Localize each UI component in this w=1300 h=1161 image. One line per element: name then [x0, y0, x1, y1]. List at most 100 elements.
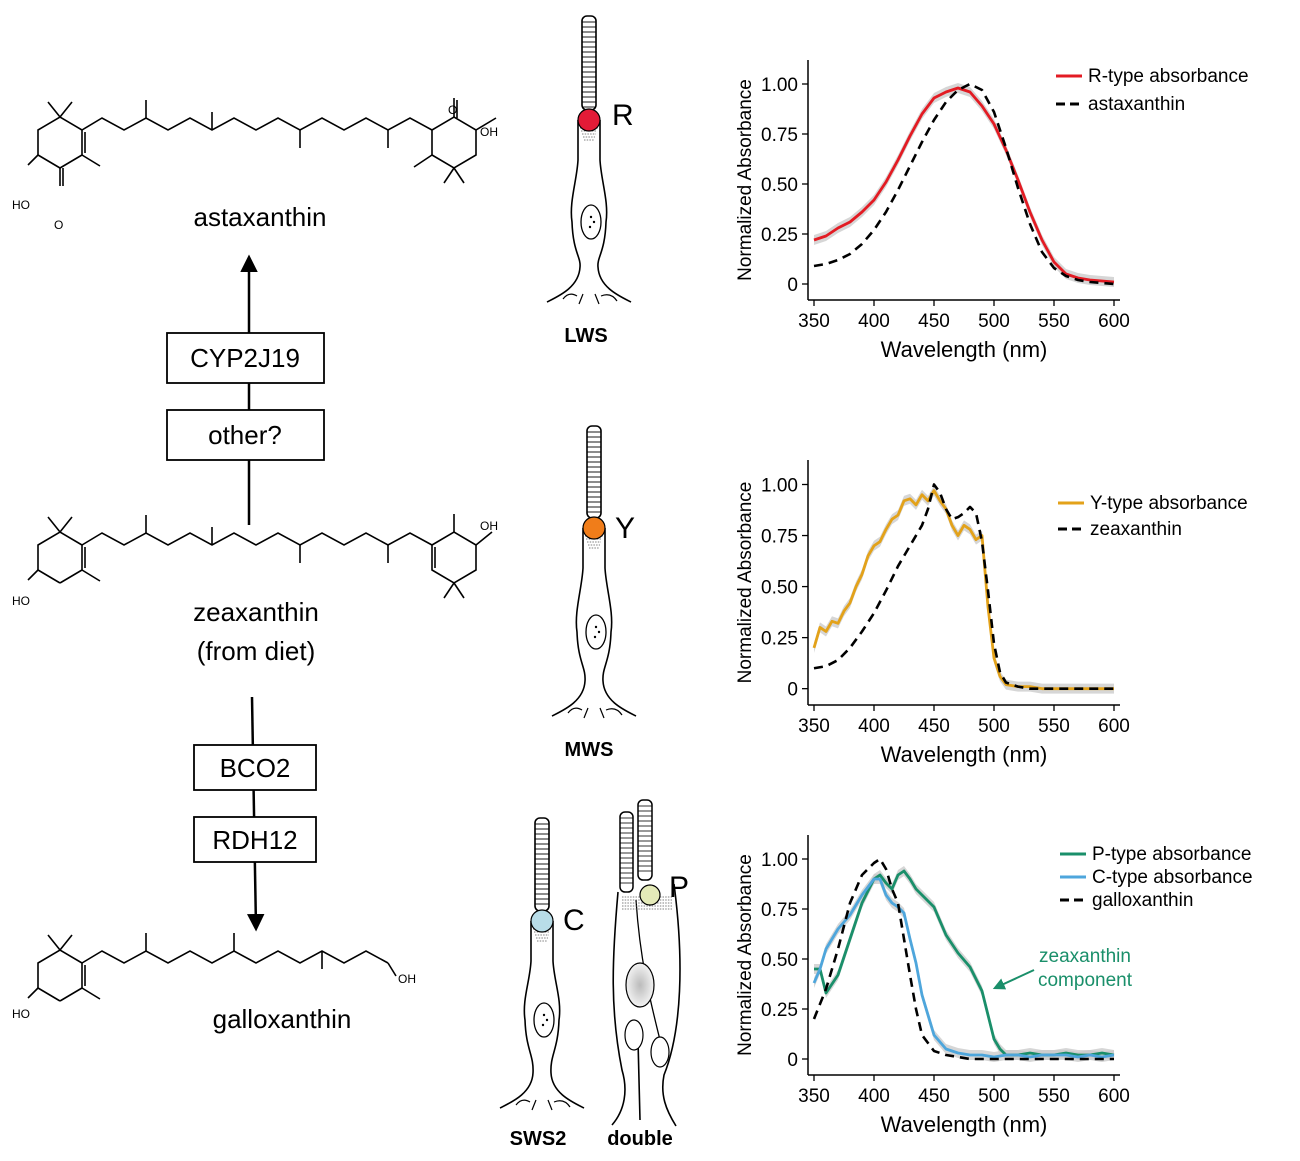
- cone-sws2-nucleolus: [542, 1013, 546, 1017]
- y-tick-label: 0.75: [761, 527, 798, 548]
- y-tick-label: 1.00: [761, 850, 798, 871]
- cone-sws2: [499, 817, 585, 1111]
- cone-sws2-synapse: [515, 1099, 571, 1111]
- x-tick-label: 500: [978, 1086, 1010, 1107]
- y-tick-label: 0.75: [761, 900, 798, 921]
- x-axis-label: Wavelength (nm): [881, 742, 1048, 767]
- y-axis-label: Normalized Absorbance: [735, 79, 756, 281]
- cone-mws-oil-droplet: [582, 516, 606, 540]
- series-line: [813, 86, 1115, 284]
- zeaxanthin-label: zeaxanthin: [193, 597, 319, 627]
- cone-lws-nucleolus: [589, 215, 593, 219]
- series-line: [812, 489, 1114, 691]
- enzyme-box-cyp2j19: [166, 332, 325, 384]
- cone-double-accessory-outer-segment: [619, 811, 634, 893]
- cone-lws-oil-droplet: [577, 108, 601, 132]
- cone-type-double: double: [607, 1128, 673, 1150]
- enzyme-label-other: other?: [208, 420, 282, 450]
- cone-lws-nucleolus: [588, 225, 592, 229]
- galloxanthin-structure: [27, 933, 397, 1002]
- x-tick-label: 350: [798, 716, 830, 737]
- legend-label: C-type absorbance: [1092, 867, 1253, 888]
- cone-sws2-nucleus: [533, 1002, 555, 1038]
- y-tick-label: 0: [787, 680, 798, 701]
- cone-mws: [551, 425, 637, 719]
- cone-letter-y: Y: [615, 512, 635, 545]
- galloxanthin-ho-label: HO: [12, 1007, 30, 1021]
- astaxanthin-ho-label: HO: [12, 198, 30, 212]
- y-tick-label: 0.25: [761, 629, 798, 650]
- x-tick-label: 500: [978, 311, 1010, 332]
- series-line: [813, 82, 1115, 286]
- zeaxanthin-ho-label: HO: [12, 594, 30, 608]
- legend-label: R-type absorbance: [1088, 66, 1249, 87]
- x-tick-label: 400: [858, 716, 890, 737]
- cone-mws-nucleolus: [597, 630, 601, 634]
- cone-type-mws: MWS: [565, 739, 614, 761]
- x-axis-label: Wavelength (nm): [881, 1112, 1048, 1137]
- series-line: [813, 483, 1114, 690]
- cone-lws-nucleolus: [592, 220, 596, 224]
- enzyme-label-bco2: BCO2: [220, 753, 291, 783]
- arrow-to-galloxanthin: [247, 696, 265, 932]
- cone-mws-inner-segment: [551, 528, 637, 717]
- cone-lws-outer-segment: [581, 15, 597, 111]
- cone-letter-r: R: [612, 99, 634, 132]
- x-tick-label: 450: [918, 1086, 950, 1107]
- cone-double-body: [611, 883, 681, 1127]
- x-tick-label: 400: [858, 1086, 890, 1107]
- x-tick-label: 350: [798, 311, 830, 332]
- zeaxanthin-source-label: (from diet): [197, 636, 315, 666]
- annotation-line-1: zeaxanthin: [1039, 946, 1131, 967]
- cone-letter-c: C: [563, 904, 585, 937]
- cone-sws2-outer-segment: [534, 817, 550, 912]
- galloxanthin-label: galloxanthin: [213, 1004, 352, 1034]
- annotation-arrow: [992, 969, 1035, 990]
- cone-mws-nucleolus: [593, 635, 597, 639]
- charts-panel: 0 0.25 0.50 0.75 1.00 350 400 450 500 550 600 Wavel…: [735, 60, 1253, 1137]
- x-tick-label: 350: [798, 1086, 830, 1107]
- cone-mws-nucleus: [585, 614, 607, 650]
- cone-mws-synapse: [567, 707, 623, 719]
- x-tick-label: 600: [1098, 311, 1130, 332]
- y-tick-label: 1.00: [761, 75, 798, 96]
- cone-letter-p: P: [669, 871, 689, 904]
- y-tick-label: 0: [787, 1050, 798, 1071]
- x-tick-label: 450: [918, 716, 950, 737]
- cone-lws-nucleus: [580, 204, 602, 240]
- annotation-line-2: component: [1038, 970, 1133, 991]
- cone-lws: [546, 15, 632, 305]
- cone-type-sws2: SWS2: [510, 1128, 567, 1150]
- x-tick-label: 600: [1098, 716, 1130, 737]
- cone-panel: [499, 15, 681, 1127]
- chart-2: 0 0.25 0.50 0.75 1.00 350 400 450 500 550 600 Wavel…: [735, 460, 1248, 767]
- series-band: [814, 485, 1114, 694]
- cone-type-lws: LWS: [564, 325, 607, 347]
- chart-3: 0 0.25 0.50 0.75 1.00 350 400 450 500 550 600 Wavel…: [735, 835, 1253, 1137]
- zeaxanthin-oh-label: OH: [480, 519, 498, 533]
- series-band: [814, 83, 1114, 287]
- cone-double: [611, 799, 681, 1127]
- legend-label: galloxanthin: [1092, 890, 1193, 911]
- legend-label: astaxanthin: [1088, 94, 1185, 115]
- x-tick-label: 550: [1038, 1086, 1070, 1107]
- x-tick-label: 400: [858, 311, 890, 332]
- x-axis-label: Wavelength (nm): [881, 337, 1048, 362]
- cone-sws2-nucleolus: [541, 1023, 545, 1027]
- x-tick-label: 550: [1038, 716, 1070, 737]
- series-band: [814, 866, 1114, 1060]
- cone-double-principal-nucleus: [624, 1019, 644, 1051]
- enzyme-box-rdh12: [193, 816, 317, 863]
- y-axis-label: Normalized Absorbance: [735, 482, 756, 684]
- y-axis-label: Normalized Absorbance: [735, 854, 756, 1056]
- cone-double-oil-droplet: [639, 884, 661, 906]
- cone-mws-nucleolus: [594, 625, 598, 629]
- astaxanthin-structure: [27, 98, 497, 186]
- astaxanthin-o-right-label: O: [448, 103, 457, 117]
- cone-lws-synapse: [562, 293, 618, 305]
- series-line: [812, 857, 1114, 1061]
- x-tick-label: 550: [1038, 311, 1070, 332]
- x-tick-label: 600: [1098, 1086, 1130, 1107]
- enzyme-box-other: [166, 409, 325, 461]
